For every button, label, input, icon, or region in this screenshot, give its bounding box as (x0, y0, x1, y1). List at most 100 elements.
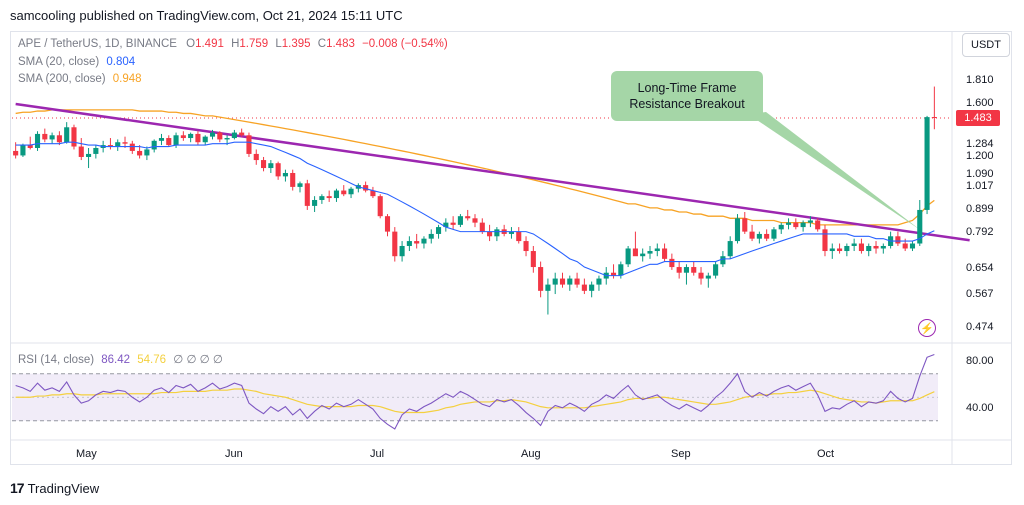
candle-body (494, 229, 500, 237)
annotation-pointer (748, 112, 921, 231)
candle-body (428, 233, 434, 239)
candle-body (771, 229, 777, 239)
candle-body (384, 216, 391, 232)
candle-body (326, 196, 332, 199)
candle-body (27, 145, 33, 148)
rsi-legend[interactable]: RSI (14, close) 86.42 54.76 ∅ ∅ ∅ ∅ (18, 352, 223, 366)
price-axis-label: 0.654 (966, 261, 994, 274)
candle-body (647, 251, 653, 254)
candle-body (282, 172, 288, 177)
candle-body (742, 218, 748, 232)
candle-body (858, 243, 864, 252)
candle-body (399, 245, 405, 257)
candle-body (107, 145, 113, 147)
rsi-line (15, 353, 935, 430)
candle-body (705, 275, 711, 279)
tv-logo-icon: 17 (10, 480, 25, 496)
candle-body (370, 190, 376, 197)
price-axis-label: 0.567 (966, 288, 994, 300)
candle-body (764, 233, 770, 239)
candle-body (837, 248, 843, 252)
candle-body (866, 245, 872, 252)
candle-body (56, 135, 62, 143)
candle-body (727, 241, 733, 257)
change-value: −0.008 (−0.54%) (362, 38, 448, 50)
candle-body (479, 222, 485, 232)
currency-button[interactable]: USDT (962, 33, 1010, 57)
candle-body (895, 236, 901, 244)
rsi-value: 86.42 (101, 354, 131, 366)
candle-body (873, 245, 879, 249)
lightning-icon[interactable]: ⚡ (918, 319, 936, 337)
candle-body (392, 231, 398, 257)
candle-body (173, 135, 179, 146)
candle-body (851, 243, 857, 246)
resistance-trendline (15, 102, 970, 242)
candle-body (414, 241, 420, 244)
close-label: C (317, 38, 327, 50)
tv-logo-text: TradingView (27, 480, 100, 496)
open-value: 1.491 (195, 38, 224, 50)
candle-body (151, 140, 157, 150)
rsi-axis-label: 80.00 (966, 355, 994, 367)
sma20-line (15, 141, 935, 277)
tradingview-logo[interactable]: 17 TradingView (10, 480, 99, 496)
time-axis-label: Sep (671, 448, 691, 460)
annotation-line-1: Long-Time Frame (637, 81, 737, 95)
candle-body (902, 243, 908, 249)
close-value: 1.483 (326, 38, 355, 50)
candle-body (924, 117, 930, 210)
candle-body (815, 220, 821, 230)
candle-body (508, 231, 515, 234)
time-axis-label: Jun (225, 448, 243, 460)
candle-body (209, 132, 216, 137)
candle-body (749, 231, 755, 239)
candle-body (589, 284, 595, 291)
candle-body (676, 267, 682, 273)
candle-body (158, 138, 165, 141)
last-price-badge: 1.483 (956, 109, 1000, 126)
chart-frame (10, 31, 1012, 465)
candle-body (487, 231, 493, 237)
candle-body (290, 172, 296, 187)
candle-body (654, 248, 660, 252)
candle-body (312, 199, 318, 206)
candle-body (691, 267, 697, 273)
sma200-value: 0.948 (112, 73, 142, 85)
candle-body (86, 153, 92, 157)
candle-body (122, 142, 128, 144)
price-axis-label: 1.810 (966, 74, 994, 87)
candle-body (297, 183, 303, 187)
candle-body (618, 264, 624, 276)
candle-body (778, 224, 784, 230)
candle-body (129, 143, 135, 151)
sma20-legend[interactable]: SMA (20, close) 0.804 (18, 56, 135, 68)
rsi-label: RSI (14, close) (18, 354, 95, 366)
candle-body (304, 183, 310, 206)
candle-body (195, 133, 201, 143)
open-label: O (186, 38, 196, 50)
candle-body (632, 248, 638, 257)
candle-body (435, 227, 442, 234)
candle-body (71, 127, 77, 147)
sma200-legend[interactable]: SMA (200, close) 0.948 (18, 73, 142, 85)
candle-body (559, 278, 566, 285)
candle-body (406, 241, 412, 246)
candle-body (610, 272, 617, 276)
candle-body (734, 218, 741, 242)
candle-body (42, 133, 48, 140)
time-axis-label: Aug (521, 448, 541, 460)
price-axis-label: 0.899 (966, 203, 994, 216)
sma200-line (15, 109, 935, 226)
candle-body (253, 153, 259, 161)
rsi-band (12, 373, 938, 421)
candle-body (538, 267, 544, 291)
candle-body (625, 248, 631, 265)
candle-body (457, 216, 463, 225)
candle-body (909, 243, 916, 249)
price-axis-label: 0.474 (966, 321, 994, 333)
annotation-line-2: Resistance Breakout (629, 97, 745, 111)
candle-body (523, 241, 529, 252)
rsi-extra-values: ∅ ∅ ∅ ∅ (173, 354, 223, 366)
